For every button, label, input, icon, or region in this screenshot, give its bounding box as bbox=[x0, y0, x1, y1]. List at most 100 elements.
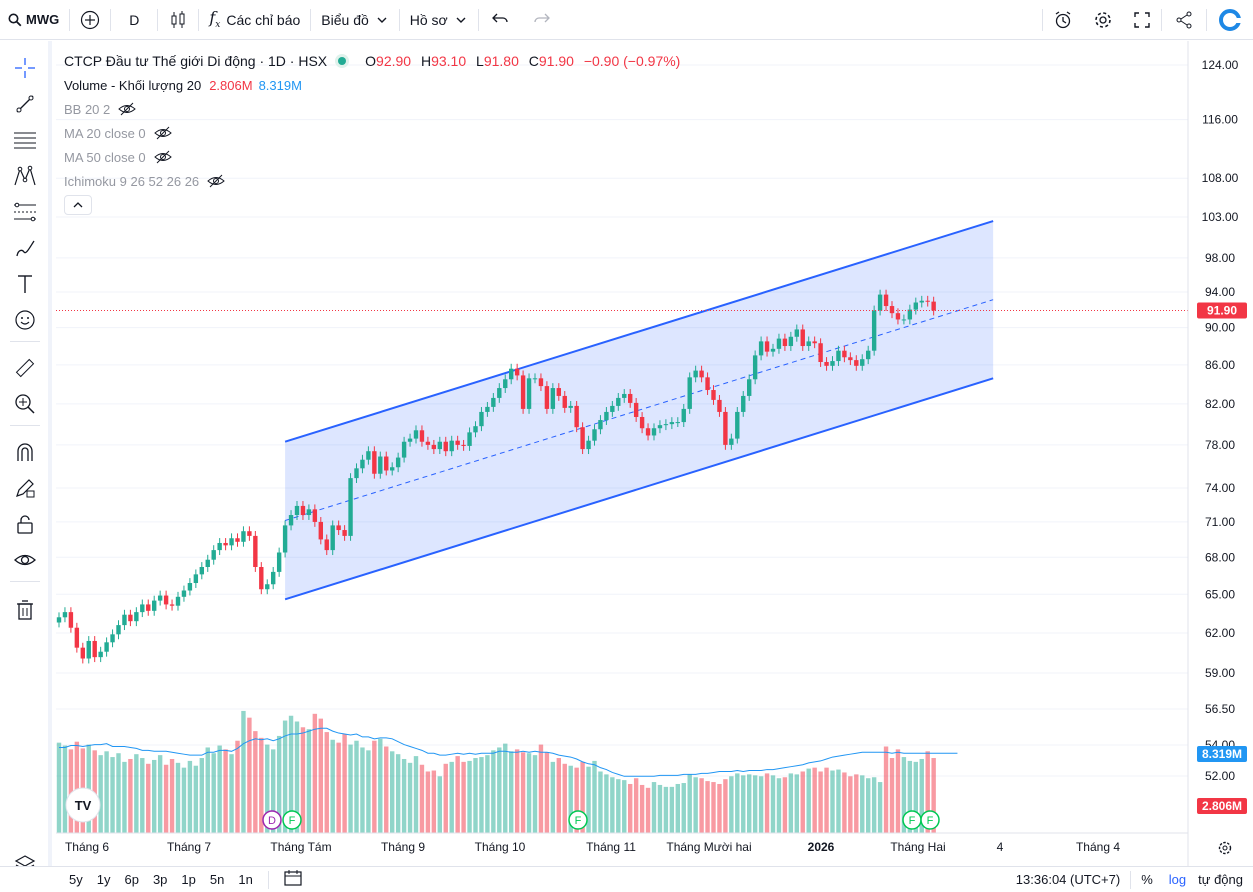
volume-bar bbox=[241, 710, 246, 833]
pattern-icon bbox=[14, 165, 36, 186]
ma50-indicator-label[interactable]: MA 50 close 0 bbox=[64, 149, 146, 165]
earnings-marker[interactable]: F bbox=[927, 815, 934, 827]
goto-date-button[interactable] bbox=[277, 869, 309, 890]
chart-menu-button[interactable]: Biểu đồ bbox=[311, 0, 398, 40]
brand-logo[interactable] bbox=[1207, 0, 1253, 40]
trendline-tool[interactable] bbox=[10, 89, 40, 119]
divider bbox=[1161, 8, 1162, 31]
text-tool[interactable] bbox=[10, 269, 40, 299]
divider bbox=[10, 581, 40, 582]
log-toggle[interactable]: log bbox=[1168, 872, 1187, 887]
event-marker-bg bbox=[262, 810, 282, 830]
volume-bar bbox=[610, 777, 615, 833]
divider bbox=[10, 425, 40, 426]
search-icon bbox=[8, 13, 22, 26]
lock-all-tool[interactable] bbox=[10, 509, 40, 539]
undo-button[interactable] bbox=[479, 0, 521, 40]
channel-upper-line bbox=[284, 220, 994, 443]
alert-button[interactable] bbox=[1043, 0, 1083, 40]
range-button-6p[interactable]: 6p bbox=[124, 872, 139, 887]
dividend-marker[interactable]: D bbox=[268, 815, 276, 827]
candle-body bbox=[729, 438, 734, 445]
smiley-icon bbox=[15, 310, 35, 330]
candlesticks bbox=[56, 289, 1188, 664]
range-button-1p[interactable]: 1p bbox=[181, 872, 196, 887]
lock-drawing-tool[interactable] bbox=[10, 473, 40, 503]
fullscreen-button[interactable] bbox=[1123, 0, 1161, 40]
candle-body bbox=[812, 341, 817, 344]
event-marker-bg bbox=[568, 810, 588, 830]
volume-bar bbox=[265, 744, 270, 833]
volume-bar bbox=[56, 742, 62, 833]
volume-bar bbox=[479, 757, 484, 833]
eye-crossed-icon[interactable] bbox=[207, 174, 225, 188]
measure-tool[interactable] bbox=[10, 353, 40, 383]
volume-bar bbox=[604, 774, 609, 833]
candle-body bbox=[550, 388, 556, 409]
earnings-marker[interactable]: F bbox=[289, 815, 296, 827]
range-button-3p[interactable]: 3p bbox=[152, 872, 168, 887]
volume-bar bbox=[574, 767, 579, 833]
crosshair-icon bbox=[15, 58, 35, 78]
candle-body bbox=[312, 509, 318, 522]
eye-crossed-icon[interactable] bbox=[153, 150, 172, 164]
volume-bar bbox=[925, 751, 930, 833]
pattern-tool[interactable] bbox=[10, 161, 40, 191]
range-button-1n[interactable]: 1n bbox=[238, 872, 253, 887]
crosshair-tool[interactable] bbox=[10, 53, 40, 83]
redo-button[interactable] bbox=[521, 0, 563, 40]
candle-body bbox=[639, 416, 645, 429]
chart-settings-gear-icon[interactable] bbox=[1218, 841, 1232, 855]
ma20-indicator-label[interactable]: MA 20 close 0 bbox=[64, 125, 146, 141]
volume-bar bbox=[562, 763, 567, 833]
chart-type-button[interactable] bbox=[158, 0, 198, 40]
interval-button[interactable]: D bbox=[111, 0, 157, 40]
clock-readout[interactable]: 13:36:04 (UTC+7) bbox=[1015, 872, 1121, 887]
candle-body bbox=[479, 411, 484, 427]
candle-body bbox=[336, 525, 341, 531]
volume-bar bbox=[294, 721, 300, 833]
candle-body bbox=[758, 341, 764, 356]
zoom-tool[interactable] bbox=[10, 389, 40, 419]
auto-scale-toggle[interactable]: tự động bbox=[1198, 872, 1243, 887]
percent-toggle[interactable]: % bbox=[1141, 872, 1153, 887]
brush-tool[interactable] bbox=[10, 233, 40, 263]
magnet-tool[interactable] bbox=[10, 437, 40, 467]
earnings-marker[interactable]: F bbox=[575, 815, 582, 827]
eye-crossed-icon[interactable] bbox=[153, 126, 172, 140]
settings-button[interactable] bbox=[1083, 0, 1123, 40]
profile-menu-button[interactable]: Hồ sơ bbox=[400, 0, 478, 40]
volume-bar bbox=[895, 749, 901, 833]
candle-body bbox=[568, 405, 573, 408]
candle-body bbox=[663, 424, 669, 426]
range-button-1y[interactable]: 1y bbox=[96, 872, 111, 887]
candle-body bbox=[604, 411, 609, 421]
candle-body bbox=[931, 301, 936, 311]
remove-drawings-tool[interactable] bbox=[10, 595, 40, 625]
compare-button[interactable] bbox=[70, 0, 110, 40]
share-button[interactable] bbox=[1162, 0, 1206, 40]
price-chart[interactable]: 124.00 116.00 108.00 103.00 98.00 94.00 90.00 8… bbox=[56, 41, 1253, 866]
volume-bar bbox=[169, 758, 175, 833]
emoji-tool[interactable] bbox=[10, 305, 40, 335]
range-button-5y[interactable]: 5y bbox=[69, 872, 83, 887]
hide-drawings-tool[interactable] bbox=[10, 545, 40, 575]
symbol-search-button[interactable]: MWG bbox=[0, 0, 69, 40]
series-title[interactable]: CTCP Đầu tư Thế giới Di động · 1D · HSX bbox=[64, 53, 328, 69]
volume-bar bbox=[271, 749, 276, 833]
volume-bar bbox=[378, 738, 383, 833]
volume-bar bbox=[288, 715, 294, 833]
candle-body bbox=[401, 441, 407, 458]
range-button-5n[interactable]: 5n bbox=[209, 872, 225, 887]
indicators-button[interactable]: fx Các chỉ báo bbox=[199, 0, 310, 40]
eye-crossed-icon[interactable] bbox=[118, 102, 137, 116]
volume-indicator-label[interactable]: Volume - Khối lượng 20 bbox=[64, 77, 202, 93]
volume-bar bbox=[217, 745, 222, 833]
ichimoku-indicator-label[interactable]: Ichimoku 9 26 52 26 26 bbox=[64, 173, 200, 189]
bb-indicator-label[interactable]: BB 20 2 bbox=[64, 101, 111, 117]
projection-tool[interactable] bbox=[10, 197, 40, 227]
earnings-marker[interactable]: F bbox=[909, 815, 916, 827]
collapse-legend-button[interactable] bbox=[64, 195, 92, 215]
market-status-dot[interactable] bbox=[335, 54, 350, 68]
fib-tool[interactable] bbox=[10, 125, 40, 155]
